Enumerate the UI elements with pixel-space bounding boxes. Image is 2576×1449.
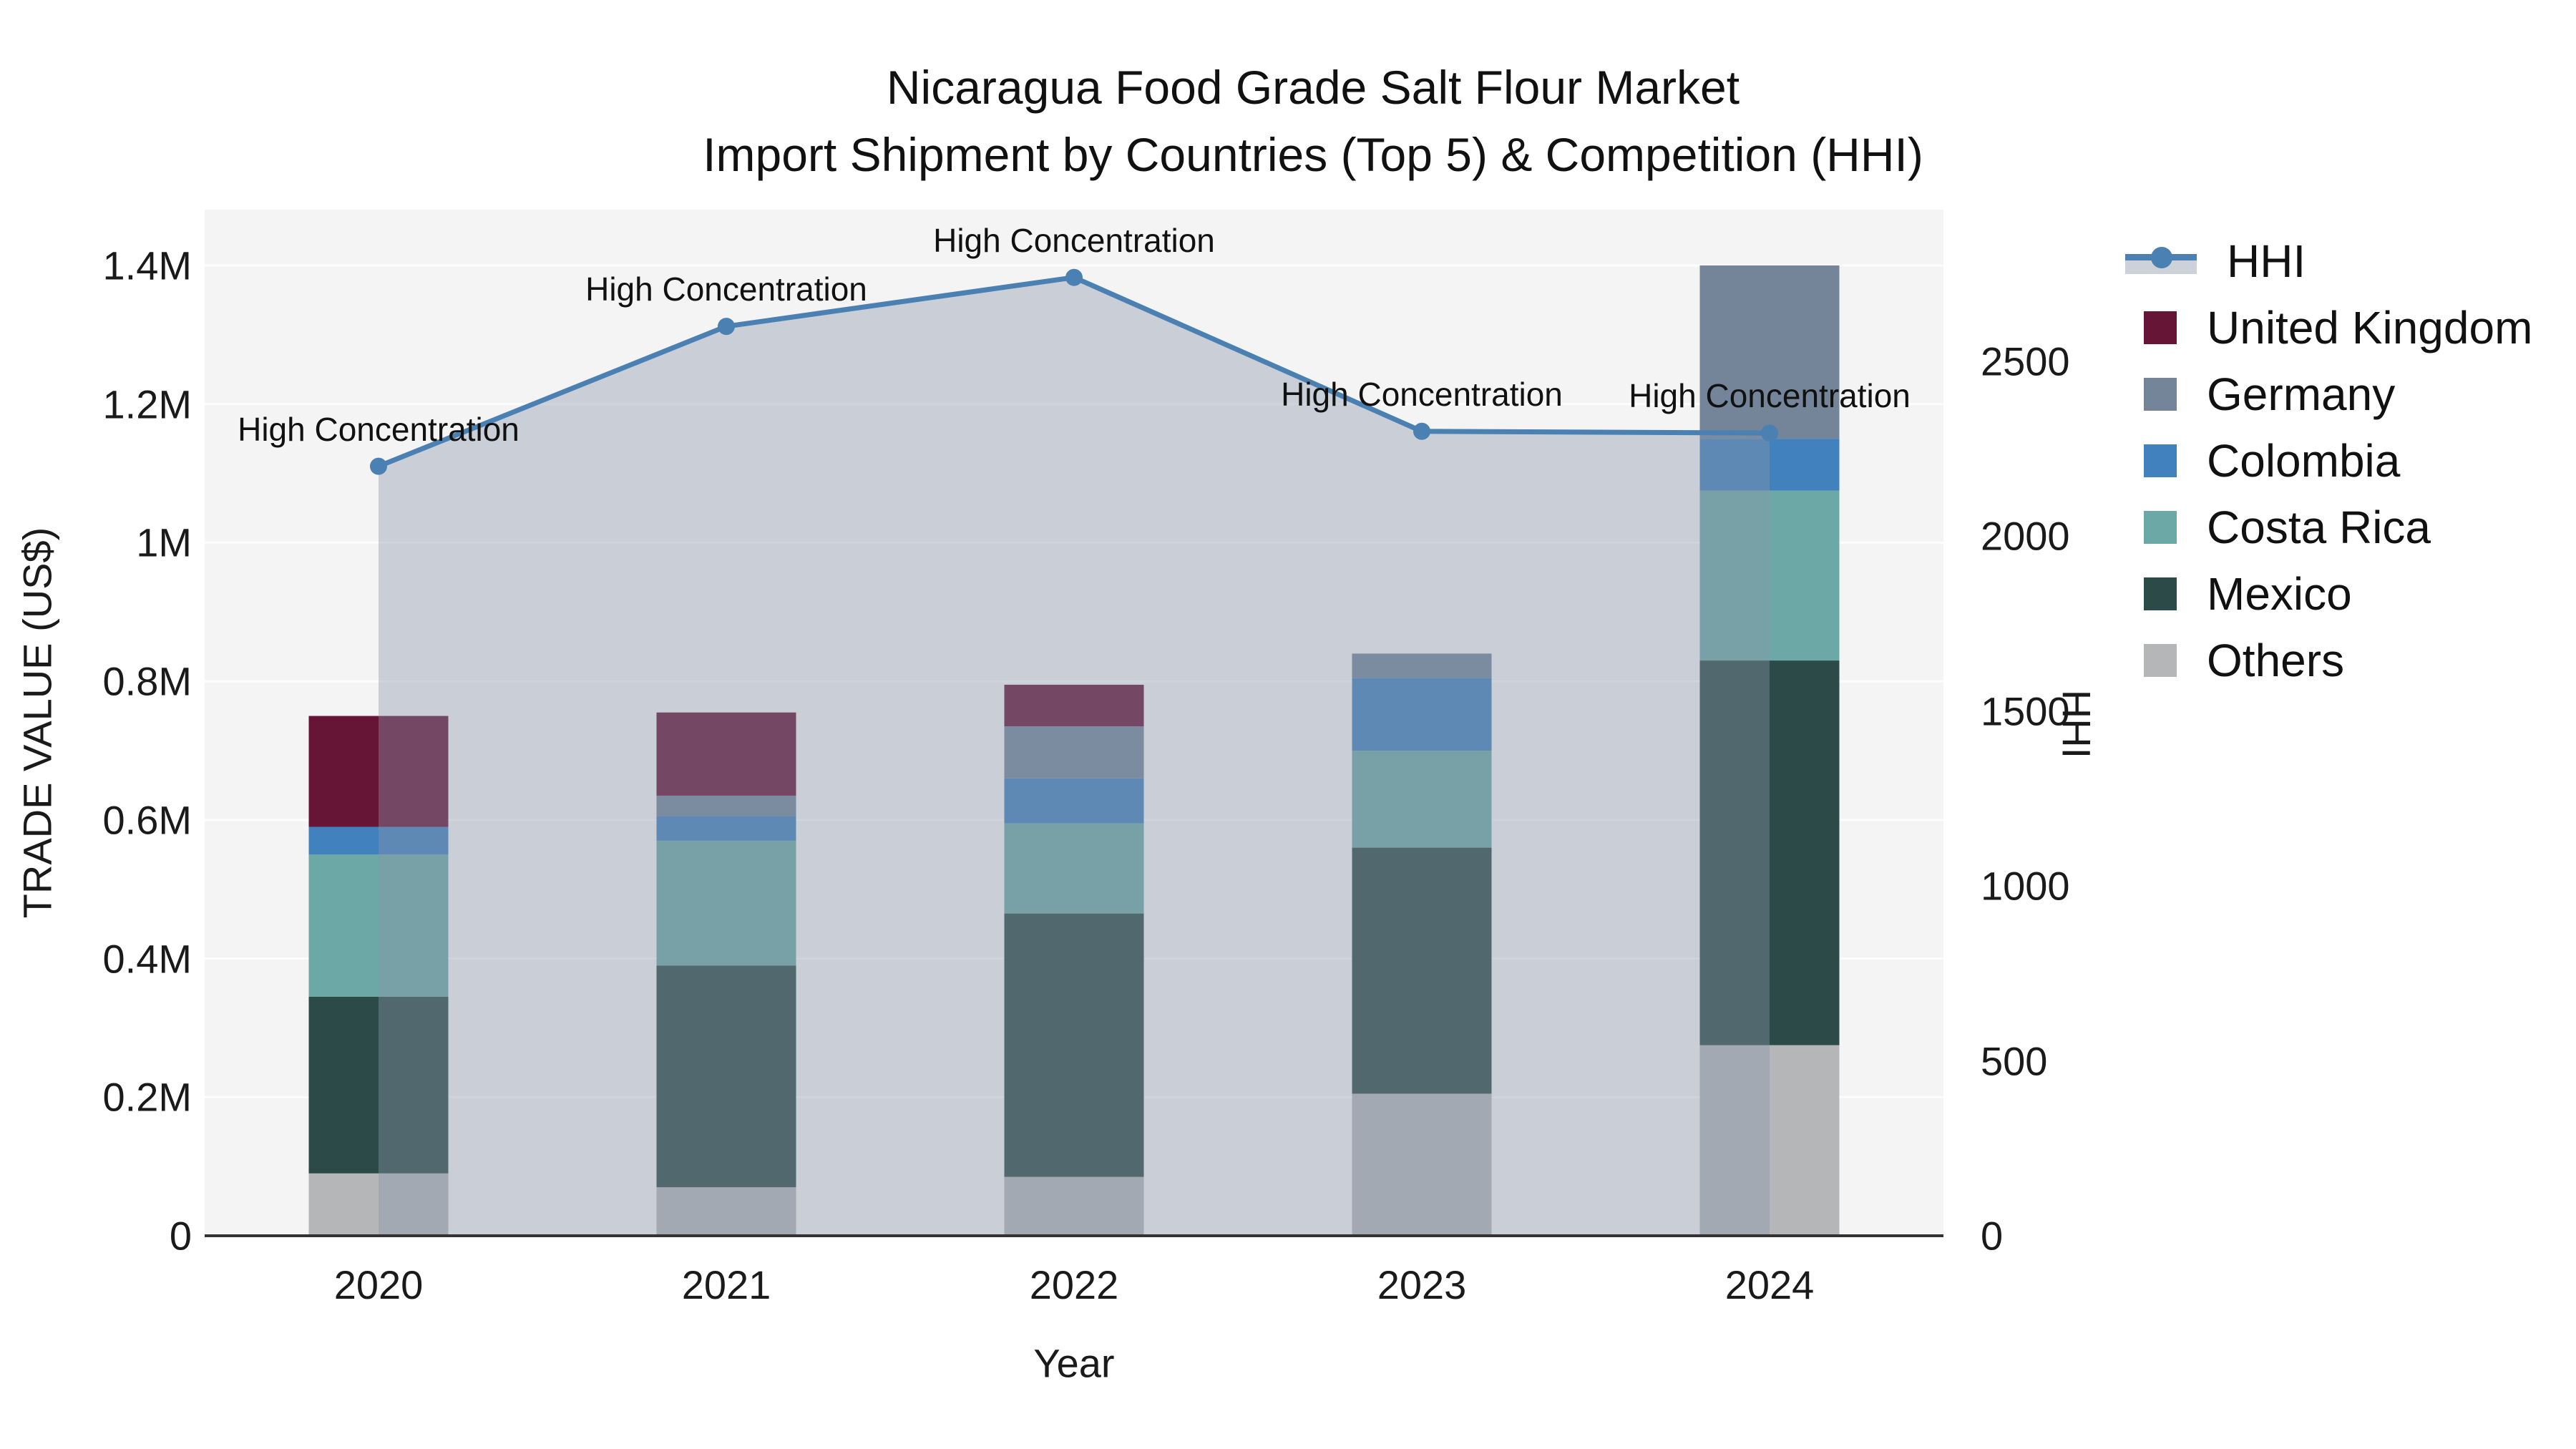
x-tick-2020: 2020 — [333, 1262, 424, 1307]
bar-segment-mexico-2022 — [1004, 913, 1144, 1177]
bar-segment-others-2020 — [308, 1173, 449, 1236]
y-left-tick-0.2M: 0.2M — [102, 1074, 192, 1120]
legend-item-germany: Germany — [2119, 361, 2395, 427]
legend-label-others: Others — [2207, 634, 2345, 686]
legend-swatch-costa-rica — [2144, 510, 2177, 544]
y-left-tick-0: 0 — [169, 1213, 192, 1259]
bar-segment-mexico-2024 — [1699, 660, 1840, 1045]
bar-segment-costa-rica-2024 — [1699, 490, 1840, 661]
y-left-tick-1.2M: 1.2M — [102, 381, 192, 427]
legend-label-costa-rica: Costa Rica — [2207, 501, 2431, 553]
bar-segment-germany-2023 — [1352, 653, 1492, 678]
legend-label-hhi: HHI — [2227, 235, 2306, 287]
hhi-marker-2024 — [1761, 424, 1778, 442]
legend-item-mexico: Mexico — [2119, 560, 2352, 627]
annotation-2020: High Concentration — [238, 410, 519, 448]
annotation-2022: High Concentration — [933, 221, 1215, 259]
hhi-area-fill — [379, 277, 1770, 1236]
x-tick-2021: 2021 — [681, 1262, 771, 1307]
bar-segment-colombia-2023 — [1352, 678, 1492, 751]
legend-label-colombia: Colombia — [2207, 434, 2401, 487]
y-right-tick-2500: 2500 — [1981, 338, 2070, 384]
bar-segment-germany-2024 — [1699, 265, 1840, 439]
legend-item-colombia: Colombia — [2119, 427, 2400, 494]
chart-title: Nicaragua Food Grade Salt Flour Market I… — [703, 54, 1923, 188]
bar-segment-mexico-2023 — [1352, 847, 1492, 1094]
hhi-marker-2021 — [718, 318, 735, 336]
x-tick-2022: 2022 — [1029, 1262, 1119, 1307]
bar-segment-costa-rica-2020 — [308, 854, 449, 997]
annotation-2023: High Concentration — [1281, 375, 1563, 413]
y-right-tick-2000: 2000 — [1981, 513, 2070, 559]
legend-swatch-united-kingdom — [2144, 311, 2177, 344]
chart-title-line1: Nicaragua Food Grade Salt Flour Market — [886, 61, 1740, 114]
legend-item-united-kingdom: United Kingdom — [2119, 294, 2532, 361]
y-right-tick-0: 0 — [1981, 1213, 2004, 1259]
annotation-2024: High Concentration — [1629, 377, 1911, 415]
bar-segment-costa-rica-2022 — [1004, 823, 1144, 914]
y-left-tick-0.6M: 0.6M — [102, 797, 192, 843]
bar-segment-mexico-2020 — [308, 996, 449, 1174]
bar-segment-others-2023 — [1352, 1093, 1492, 1236]
y-right-tick-1000: 1000 — [1981, 863, 2070, 909]
y-axis-label-left: TRADE VALUE (US$) — [14, 527, 60, 919]
y-right-tick-500: 500 — [1981, 1038, 2048, 1084]
bar-segment-united-kingdom-2020 — [308, 716, 449, 827]
legend-item-hhi: HHI — [2119, 228, 2306, 294]
bar-segment-germany-2021 — [656, 795, 796, 816]
hhi-marker-2022 — [1065, 268, 1083, 286]
legend-label-mexico: Mexico — [2207, 567, 2352, 620]
bar-segment-united-kingdom-2021 — [656, 712, 796, 796]
legend-label-united-kingdom: United Kingdom — [2207, 301, 2533, 353]
legend-swatch-mexico — [2144, 577, 2177, 610]
bar-segment-colombia-2022 — [1004, 778, 1144, 824]
hhi-marker-2023 — [1413, 422, 1430, 440]
annotation-2021: High Concentration — [585, 270, 867, 308]
bar-segment-colombia-2020 — [308, 826, 449, 855]
legend-item-costa-rica: Costa Rica — [2119, 494, 2431, 560]
bar-segment-colombia-2024 — [1699, 439, 1840, 491]
x-axis-label: Year — [1033, 1340, 1115, 1386]
bar-segment-others-2024 — [1699, 1045, 1840, 1236]
legend-label-germany: Germany — [2207, 368, 2396, 420]
bar-segment-costa-rica-2021 — [656, 840, 796, 966]
legend-swatch-others — [2144, 643, 2177, 677]
legend-swatch-hhi — [2125, 246, 2197, 274]
x-tick-2023: 2023 — [1377, 1262, 1467, 1307]
bar-segment-costa-rica-2023 — [1352, 750, 1492, 848]
bar-segment-mexico-2021 — [656, 965, 796, 1188]
bar-segment-others-2022 — [1004, 1176, 1144, 1236]
bar-segment-germany-2022 — [1004, 726, 1144, 779]
y-left-tick-1.4M: 1.4M — [102, 243, 192, 288]
legend-item-others: Others — [2119, 627, 2344, 693]
bar-segment-united-kingdom-2022 — [1004, 684, 1144, 727]
bar-segment-others-2021 — [656, 1187, 796, 1236]
legend-swatch-colombia — [2144, 444, 2177, 477]
y-right-tick-1500: 1500 — [1981, 688, 2070, 734]
bar-segment-colombia-2021 — [656, 816, 796, 841]
hhi-marker-2020 — [370, 457, 387, 475]
x-tick-2024: 2024 — [1724, 1262, 1815, 1307]
y-left-tick-0.8M: 0.8M — [102, 658, 192, 704]
y-left-tick-1M: 1M — [136, 519, 192, 565]
hhi-marker-swatch — [2151, 246, 2172, 268]
legend-swatch-germany — [2144, 377, 2177, 411]
y-left-tick-0.4M: 0.4M — [102, 936, 192, 982]
chart-title-line2: Import Shipment by Countries (Top 5) & C… — [703, 128, 1923, 181]
